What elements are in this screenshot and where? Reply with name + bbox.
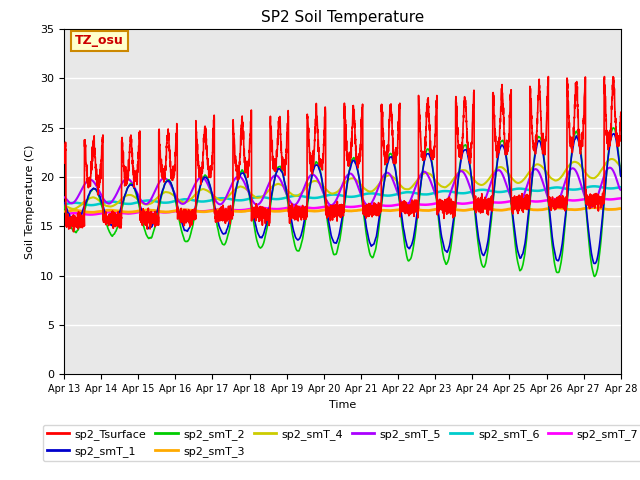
sp2_smT_7 [86,212,94,217]
Line: sp2_smT_6: sp2_smT_6 [64,186,621,205]
sp2_smT_2 [322,204,330,209]
sp2_smT_6 [436,189,444,194]
sp2_smT_3 [617,206,625,212]
sp2_smT_5 [499,172,506,178]
sp2_smT_6 [161,200,168,205]
sp2_smT_1 [60,200,68,205]
sp2_smT_1 [499,143,506,148]
sp2_smT_1 [617,173,625,179]
sp2_smT_5 [588,204,595,210]
sp2_Tsurface [617,109,625,115]
sp2_smT_1 [160,183,168,189]
sp2_smT_5 [467,188,475,193]
Line: sp2_smT_2: sp2_smT_2 [64,128,621,276]
sp2_Tsurface [161,174,168,180]
Line: sp2_smT_3: sp2_smT_3 [64,208,621,212]
sp2_smT_4 [608,156,616,162]
Line: sp2_smT_5: sp2_smT_5 [64,168,621,207]
sp2_Tsurface [70,229,77,235]
sp2_smT_4 [467,173,475,179]
Line: sp2_smT_7: sp2_smT_7 [64,198,621,215]
sp2_smT_5 [436,202,444,208]
sp2_smT_4 [70,206,77,212]
sp2_smT_1 [322,200,330,205]
sp2_smT_4 [322,186,330,192]
sp2_smT_7 [591,195,598,201]
sp2_smT_7 [616,195,624,201]
sp2_smT_4 [616,163,624,169]
sp2_smT_3 [322,207,330,213]
sp2_Tsurface [600,74,608,80]
sp2_smT_7 [161,210,168,216]
sp2_smT_5 [322,195,330,201]
sp2_smT_3 [616,206,624,212]
sp2_smT_1 [616,170,624,176]
sp2_smT_5 [606,165,614,170]
Legend: sp2_Tsurface, sp2_smT_1, sp2_smT_2, sp2_smT_3, sp2_smT_4, sp2_smT_5, sp2_smT_6, : sp2_Tsurface, sp2_smT_1, sp2_smT_2, sp2_… [43,425,640,461]
sp2_smT_4 [60,202,68,208]
sp2_smT_6 [499,189,507,195]
sp2_Tsurface [322,205,330,211]
sp2_smT_5 [617,187,625,193]
Y-axis label: Soil Temperature (C): Soil Temperature (C) [24,144,35,259]
sp2_smT_7 [467,200,475,205]
sp2_smT_4 [617,164,625,169]
sp2_smT_1 [467,172,475,178]
sp2_smT_2 [499,137,506,143]
sp2_smT_5 [616,187,624,192]
Text: TZ_osu: TZ_osu [75,35,124,48]
sp2_smT_1 [436,225,444,231]
sp2_Tsurface [467,143,475,149]
sp2_smT_2 [616,170,624,176]
sp2_smT_3 [588,205,596,211]
sp2_smT_3 [90,209,98,215]
sp2_smT_6 [87,202,95,208]
sp2_smT_5 [60,194,68,200]
sp2_smT_1 [591,261,599,266]
sp2_smT_4 [499,165,507,171]
sp2_smT_2 [436,233,444,239]
Line: sp2_smT_4: sp2_smT_4 [64,159,621,209]
sp2_smT_3 [499,207,507,213]
sp2_smT_6 [322,193,330,199]
sp2_smT_2 [617,173,625,179]
sp2_smT_2 [160,183,168,189]
sp2_smT_7 [617,195,625,201]
sp2_Tsurface [60,160,68,166]
Line: sp2_smT_1: sp2_smT_1 [64,133,621,264]
sp2_smT_7 [322,204,330,209]
sp2_smT_6 [616,184,624,190]
sp2_smT_5 [160,175,168,181]
sp2_smT_2 [591,274,598,279]
sp2_smT_7 [60,211,68,217]
sp2_smT_3 [60,208,68,214]
sp2_smT_3 [161,209,168,215]
sp2_smT_6 [617,184,625,190]
Title: SP2 Soil Temperature: SP2 Soil Temperature [260,10,424,25]
sp2_smT_2 [467,172,475,178]
sp2_smT_7 [436,200,444,205]
sp2_smT_6 [467,189,475,195]
sp2_smT_6 [60,201,68,207]
sp2_smT_4 [161,190,168,195]
sp2_smT_7 [499,200,507,205]
X-axis label: Time: Time [329,400,356,409]
sp2_Tsurface [499,97,507,103]
sp2_smT_2 [609,125,617,131]
sp2_Tsurface [436,206,444,212]
sp2_smT_4 [436,183,444,189]
sp2_Tsurface [616,120,624,125]
sp2_smT_3 [467,206,475,212]
Line: sp2_Tsurface: sp2_Tsurface [64,77,621,232]
sp2_smT_2 [60,203,68,208]
sp2_smT_3 [436,206,444,212]
sp2_smT_1 [610,131,618,136]
sp2_smT_6 [590,183,598,189]
